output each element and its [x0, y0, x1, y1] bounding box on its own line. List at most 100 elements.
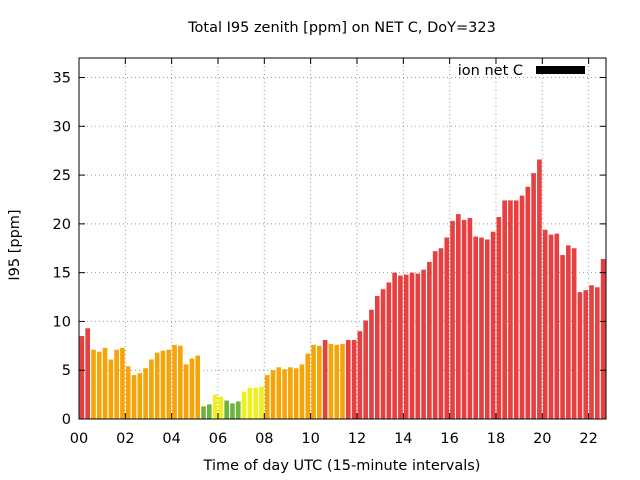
x-tick-label: 08: [255, 431, 273, 447]
bar: [114, 349, 119, 419]
legend-label: ion net C: [458, 63, 523, 79]
bar: [183, 364, 189, 419]
bar: [490, 231, 496, 419]
bar: [537, 159, 542, 419]
bar: [137, 373, 143, 419]
bar: [461, 219, 467, 419]
bar: [299, 364, 305, 419]
bar: [496, 217, 502, 419]
bar: [253, 387, 258, 419]
y-tick-label: 35: [53, 71, 71, 87]
y-tick-label: 30: [53, 119, 71, 135]
bar: [91, 349, 96, 419]
bar: [235, 401, 241, 419]
bar: [473, 236, 479, 419]
bar: [270, 370, 276, 419]
y-tick-label: 20: [53, 217, 71, 233]
bar: [311, 344, 316, 419]
x-tick-label: 06: [209, 431, 227, 447]
x-tick-label: 12: [348, 431, 366, 447]
bar: [131, 375, 137, 419]
bar: [484, 239, 490, 419]
bar: [79, 336, 85, 419]
x-tick-label: 04: [162, 431, 180, 447]
bar: [351, 339, 357, 419]
x-tick-label: 18: [487, 431, 505, 447]
bar: [172, 344, 177, 419]
bar: [230, 403, 235, 419]
bar: [189, 358, 195, 419]
bar: [467, 218, 473, 419]
y-tick-label: 15: [53, 266, 71, 282]
bar: [305, 353, 311, 419]
bar: [357, 331, 363, 419]
bar: [154, 352, 160, 419]
bar: [589, 285, 594, 419]
y-tick-label: 5: [62, 363, 71, 379]
bar: [293, 368, 299, 419]
bar: [340, 343, 345, 419]
x-tick-label: 10: [301, 431, 319, 447]
bar: [583, 290, 589, 419]
x-tick-label: 16: [440, 431, 458, 447]
bar: [149, 359, 154, 419]
bar: [571, 248, 577, 419]
bar: [600, 258, 606, 419]
bar: [212, 394, 218, 419]
bar: [259, 386, 264, 419]
bar: [369, 309, 374, 419]
bar: [166, 349, 172, 419]
bar: [415, 273, 421, 419]
bar: [380, 289, 386, 419]
bar: [519, 195, 525, 419]
y-tick-label: 25: [53, 168, 71, 184]
chart-title: Total I95 zenith [ppm] on NET C, DoY=323: [187, 20, 496, 36]
bar: [276, 367, 282, 419]
bar: [247, 387, 253, 419]
plot-frame: [78, 57, 607, 420]
bar: [85, 328, 91, 419]
bar: [328, 343, 334, 419]
bar: [374, 296, 380, 419]
legend: ion net C: [458, 63, 585, 79]
bar: [409, 272, 415, 419]
bar: [317, 345, 322, 419]
bar: [386, 282, 392, 419]
x-tick-label: 00: [70, 431, 88, 447]
y-tick-label: 0: [62, 412, 71, 428]
bar: [224, 400, 229, 419]
x-tick-label: 20: [533, 431, 551, 447]
bar: [218, 396, 224, 419]
bar: [120, 347, 125, 419]
bar: [398, 275, 403, 419]
y-tick-label: 10: [53, 314, 71, 330]
bar: [178, 345, 183, 419]
bar: [282, 369, 287, 419]
bar: [392, 272, 397, 419]
x-tick-label: 14: [394, 431, 412, 447]
bar: [322, 339, 328, 419]
bar: [525, 186, 531, 419]
x-axis-label: Time of day UTC (15-minute intervals): [203, 458, 481, 474]
bar: [143, 368, 148, 419]
bar: [594, 287, 600, 419]
bar: [363, 320, 368, 419]
legend-swatch: [536, 66, 585, 74]
x-tick-label: 02: [116, 431, 134, 447]
bar: [345, 339, 351, 419]
bar: [508, 200, 513, 419]
bar: [427, 261, 432, 419]
bar: [288, 367, 293, 419]
grid: [79, 58, 606, 419]
bar: [264, 375, 270, 419]
bar: [531, 173, 536, 419]
bar: [206, 404, 212, 419]
x-tick-label: 22: [579, 431, 597, 447]
ticks: 0 5 10 15 20 25 30 35 00 02 04 06 08 10 12 14 16 18 20 22: [53, 58, 606, 447]
bars: [79, 159, 606, 419]
bar: [456, 214, 461, 419]
bar: [96, 351, 102, 419]
bar: [125, 366, 131, 419]
bar: [160, 350, 166, 419]
